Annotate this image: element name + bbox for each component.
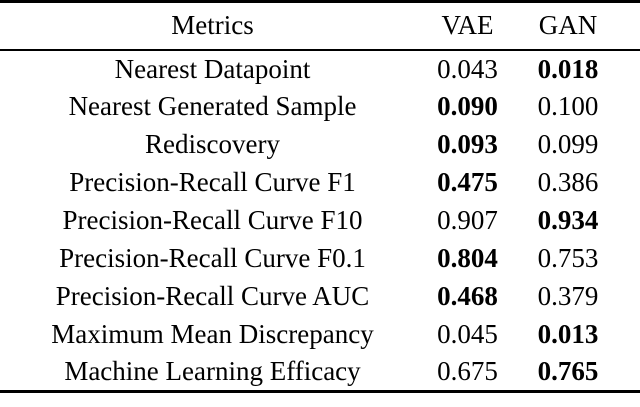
gan-value: 0.934: [537, 205, 599, 235]
vae-value: 0.907: [437, 205, 498, 235]
column-header-metrics: Metrics: [171, 10, 254, 41]
vae-value: 0.468: [437, 281, 498, 311]
vae-value: 0.804: [437, 243, 498, 273]
vae-value: 0.090: [437, 91, 498, 121]
metric-name: Precision-Recall Curve AUC: [55, 281, 370, 311]
vae-value: 0.475: [437, 167, 498, 197]
vae-value: 0.043: [437, 53, 498, 84]
vae-value: 0.093: [437, 129, 498, 159]
column-header-vae: VAE: [441, 10, 494, 41]
gan-value: 0.018: [537, 53, 599, 84]
metric-name: Nearest Generated Sample: [68, 91, 357, 121]
table-row: Precision-Recall Curve F1 0.475 0.386: [0, 164, 640, 202]
table-row: Machine Learning Efficacy 0.675 0.765: [0, 354, 640, 392]
gan-value: 0.379: [537, 281, 599, 311]
gan-value: 0.386: [537, 167, 599, 197]
gan-value: 0.765: [537, 356, 599, 387]
metric-name: Precision-Recall Curve F10: [62, 205, 363, 235]
metric-name: Nearest Datapoint: [114, 53, 311, 84]
metric-name: Machine Learning Efficacy: [64, 356, 361, 387]
table-row: Precision-Recall Curve AUC 0.468 0.379: [0, 278, 640, 316]
table-row: Rediscovery 0.093 0.099: [0, 126, 640, 164]
metric-name: Maximum Mean Discrepancy: [51, 319, 374, 349]
table-row: Precision-Recall Curve F0.1 0.804 0.753: [0, 240, 640, 278]
metric-name: Rediscovery: [145, 129, 280, 159]
vae-value: 0.045: [437, 319, 498, 349]
gan-value: 0.013: [537, 319, 599, 349]
header-row: Metrics VAE GAN: [0, 2, 640, 50]
vae-value: 0.675: [437, 356, 498, 387]
table-body: Nearest Datapoint 0.043 0.018 Nearest Ge…: [0, 50, 640, 392]
gan-value: 0.753: [537, 243, 599, 273]
table-row: Nearest Datapoint 0.043 0.018: [0, 50, 640, 88]
table-row: Precision-Recall Curve F10 0.907 0.934: [0, 202, 640, 240]
table-header: Metrics VAE GAN: [0, 2, 640, 50]
table-row: Maximum Mean Discrepancy 0.045 0.013: [0, 316, 640, 354]
metrics-comparison-table: Metrics VAE GAN Nearest Datapoint 0.043 …: [0, 0, 640, 393]
gan-value: 0.100: [537, 91, 599, 121]
metric-name: Precision-Recall Curve F1: [69, 167, 356, 197]
table-row: Nearest Generated Sample 0.090 0.100: [0, 88, 640, 126]
gan-value: 0.099: [537, 129, 599, 159]
column-header-gan: GAN: [538, 10, 598, 41]
metric-name: Precision-Recall Curve F0.1: [59, 243, 366, 273]
